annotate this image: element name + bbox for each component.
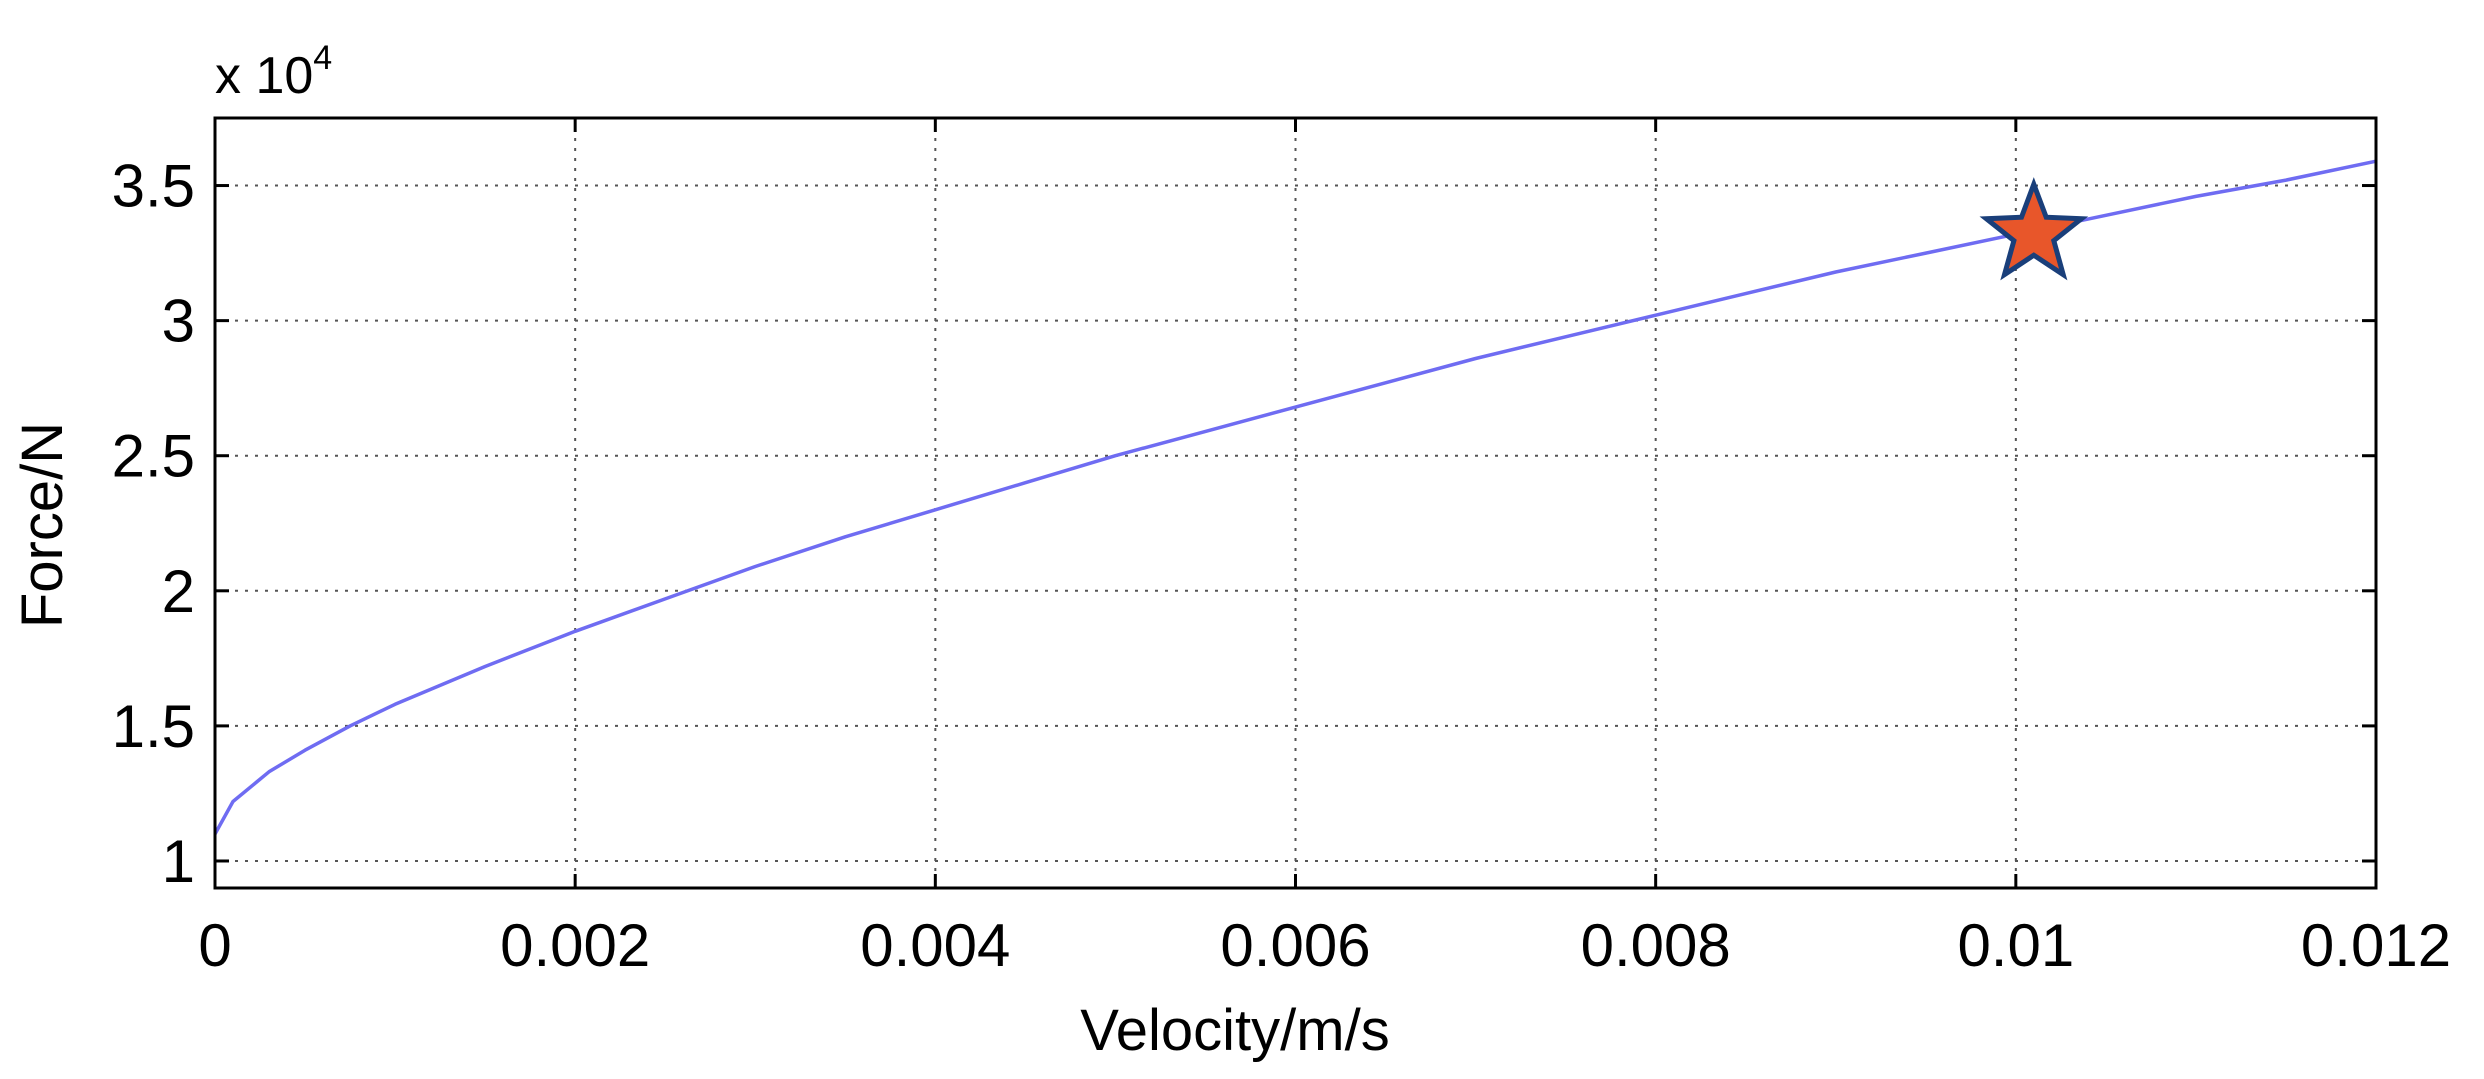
x-tick-label: 0.004 [860, 912, 1010, 979]
x-tick-label: 0.006 [1220, 912, 1370, 979]
y-exponent-label: x 104 [215, 39, 332, 105]
y-tick-label: 2.5 [112, 423, 195, 490]
series-layer [213, 159, 2377, 835]
y-tick-label: 2 [162, 558, 195, 625]
marker-layer [1979, 177, 2089, 281]
y-tick-label: 1 [162, 828, 195, 895]
x-tick-label: 0.008 [1581, 912, 1731, 979]
x-tick-labels: 0 0.002 0.004 0.006 0.008 0.01 0.012 [198, 912, 2451, 979]
y-tick-label: 3.5 [112, 153, 195, 220]
x-axis-label: Velocity/m/s [1080, 998, 1389, 1063]
x-tick-label: 0.002 [500, 912, 650, 979]
y-axis-label: Force/N [10, 422, 75, 628]
x-tick-label: 0.01 [1957, 912, 2074, 979]
tick-marks [213, 118, 2378, 888]
star-marker [1979, 177, 2089, 281]
y-tick-label: 3 [162, 288, 195, 355]
y-tick-label: 1.5 [112, 693, 195, 760]
x-tick-label: 0.012 [2301, 912, 2451, 979]
grid-lines [215, 118, 2376, 888]
y-tick-labels: 1 1.5 2 2.5 3 3.5 [112, 153, 195, 895]
y-exponent-power: 4 [313, 39, 332, 77]
y-exponent-base: x 10 [215, 47, 313, 105]
force-velocity-curve [213, 159, 2377, 835]
x-tick-label: 0 [198, 912, 231, 979]
